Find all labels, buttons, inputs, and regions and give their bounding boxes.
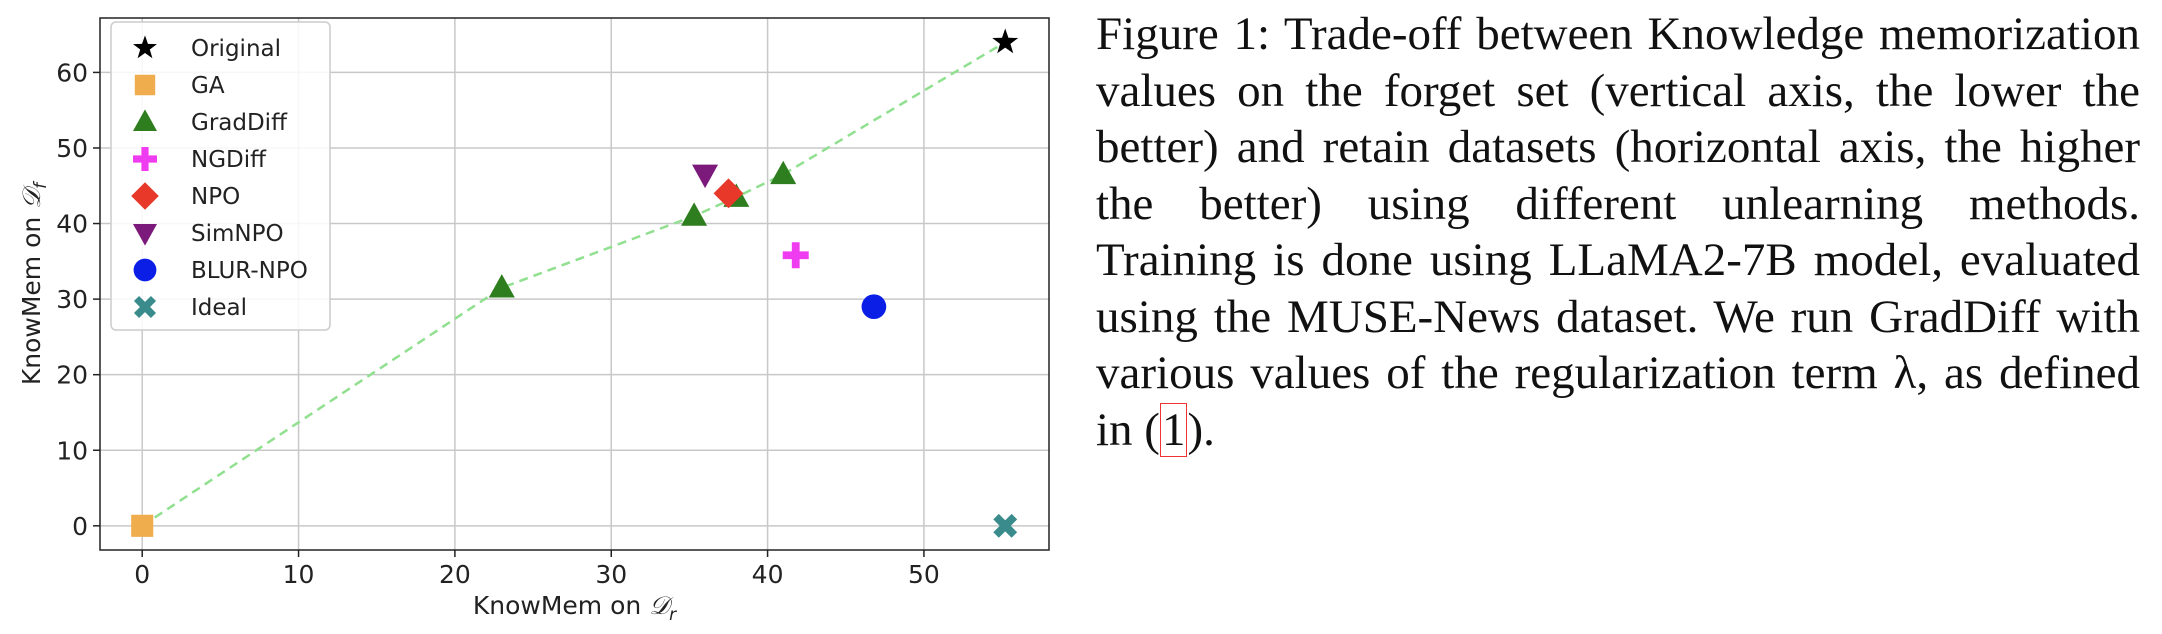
y-tick-label: 60 [56, 58, 88, 87]
point [131, 514, 154, 537]
legend-label: NGDiff [191, 147, 267, 173]
legend-label: Original [191, 36, 281, 62]
legend-marker [133, 295, 157, 319]
legend-marker [133, 35, 157, 59]
legend-label: GA [191, 73, 225, 99]
legend-label: GradDiff [191, 110, 288, 136]
y-axis-label-text: KnowMem on [17, 209, 46, 385]
legend-box [110, 21, 331, 331]
point [713, 178, 744, 209]
y-tick-label: 10 [56, 436, 88, 465]
caption-end: ). [1187, 403, 1215, 456]
legend-marker [131, 182, 159, 210]
legend-label: NPO [191, 184, 240, 210]
legend-label: SimNPO [191, 221, 284, 247]
point [782, 242, 809, 269]
x-tick-label: 30 [595, 560, 627, 589]
point [488, 274, 515, 298]
equation-ref[interactable]: 1 [1159, 402, 1188, 457]
legend-marker [133, 147, 157, 171]
plot-frame [99, 17, 1050, 551]
x-tick-label: 20 [439, 560, 471, 589]
x-axis-label-sub: r [669, 605, 677, 625]
x-axis-label-text: KnowMem on [473, 591, 649, 620]
legend-label: Ideal [191, 295, 247, 321]
caption: Figure 1: Trade-off between Knowledge me… [1096, 6, 2140, 458]
legend-marker [133, 258, 157, 282]
point [681, 202, 708, 226]
x-tick-label: 40 [752, 560, 784, 589]
x-axis-label: KnowMem on 𝒟r [473, 591, 677, 625]
point [770, 160, 797, 185]
x-tick-label: 0 [134, 560, 150, 589]
x-tick-label: 50 [908, 560, 940, 589]
y-axis-label: KnowMem on 𝒟f [17, 180, 51, 385]
point [993, 513, 1018, 538]
y-tick-label: 20 [56, 361, 88, 390]
legend-marker [133, 109, 157, 131]
caption-text: Figure 1: Trade-off between Knowledge me… [1096, 8, 2140, 456]
y-tick-label: 50 [56, 134, 88, 163]
legend-label: BLUR-NPO [191, 258, 308, 284]
point [992, 28, 1019, 54]
x-tick-label: 10 [283, 560, 315, 589]
y-tick-label: 40 [56, 210, 88, 239]
point [692, 164, 719, 189]
point [861, 294, 887, 320]
legend-marker [134, 74, 156, 96]
y-tick-label: 30 [56, 285, 88, 314]
legend-marker [133, 224, 157, 246]
y-axis-label-sub: f [31, 180, 51, 189]
y-tick-label: 0 [72, 512, 88, 541]
